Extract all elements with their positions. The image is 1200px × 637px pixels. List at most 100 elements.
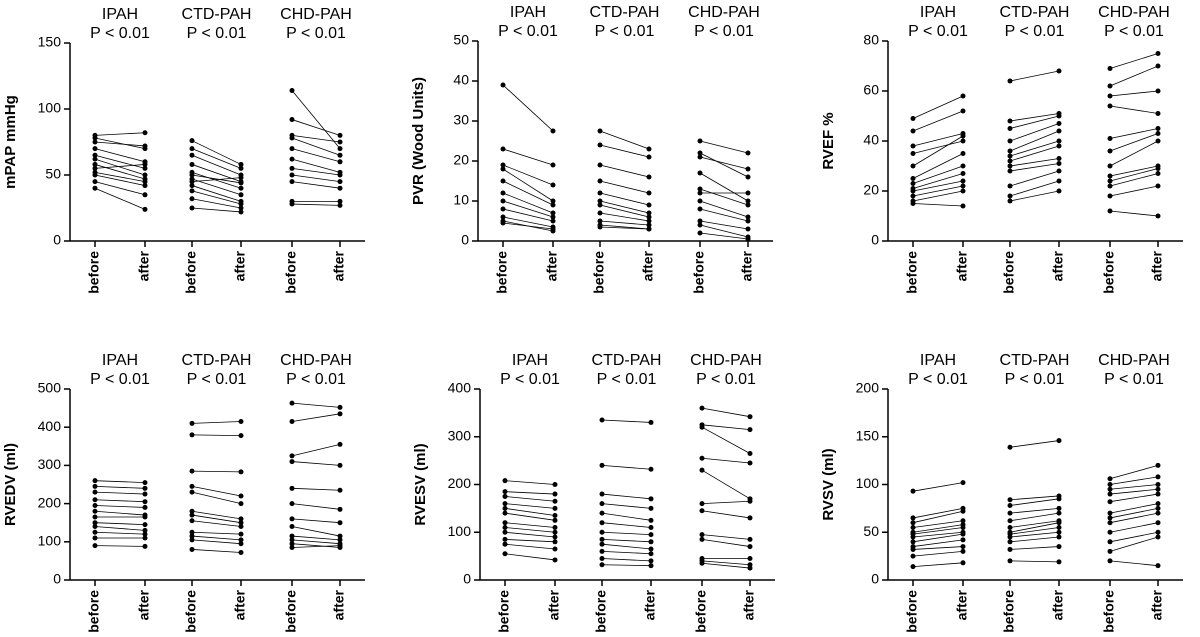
point-after (1056, 113, 1062, 119)
pair-line (504, 531, 556, 538)
pair-line (699, 172, 749, 202)
point-before (1107, 491, 1113, 497)
point-before (92, 135, 98, 141)
point-before (910, 193, 916, 199)
point-before (910, 546, 916, 552)
pair-line (94, 137, 146, 149)
point-after (337, 533, 343, 539)
point-after (1056, 128, 1062, 134)
point-after (745, 218, 751, 224)
y-axis-label: PVR (Wood Units) (410, 77, 427, 205)
point-after (142, 522, 148, 528)
pair-line (94, 164, 146, 169)
pair-line (1109, 476, 1159, 485)
y-tick-label: 50 (453, 32, 469, 48)
point-after (745, 226, 751, 232)
point-after (337, 487, 343, 493)
point-after (960, 480, 966, 486)
p-value: P < 0.01 (500, 371, 560, 388)
point-before (599, 491, 605, 497)
point-before (599, 510, 605, 516)
point-before (1107, 539, 1113, 545)
point-after (142, 527, 148, 533)
pair-line (912, 173, 964, 189)
y-tick-label: 100 (448, 523, 472, 539)
point-before (189, 152, 195, 158)
point-before (699, 532, 705, 538)
point-after (1155, 482, 1161, 487)
point-after (960, 524, 966, 530)
point-after (550, 182, 556, 188)
point-before (92, 508, 98, 514)
y-tick-label: 300 (448, 427, 472, 443)
pair-line (191, 174, 242, 184)
pair-line (1009, 498, 1060, 506)
point-before (289, 485, 295, 491)
point-after (1155, 166, 1161, 171)
point-after (1056, 138, 1062, 144)
pair-line (599, 144, 650, 158)
p-value: P < 0.01 (286, 371, 346, 388)
pair-line (699, 220, 749, 230)
point-before (189, 146, 195, 152)
point-before (1007, 78, 1013, 84)
pair-line (291, 174, 341, 182)
point-before (92, 161, 98, 167)
point-after (337, 543, 343, 549)
x-tick-label: before (494, 251, 510, 294)
point-after (552, 557, 558, 563)
x-tick-label: before (1001, 590, 1017, 633)
point-after (142, 535, 148, 541)
group-label: CTD-PAH (182, 6, 252, 23)
pair-line (291, 135, 341, 143)
p-value: P < 0.01 (187, 25, 247, 42)
pair-line (699, 200, 749, 218)
point-before (699, 467, 705, 473)
point-before (289, 524, 295, 530)
point-before (502, 489, 508, 495)
pair-line (94, 174, 146, 186)
point-after (1155, 520, 1161, 526)
y-tick-label: 150 (856, 427, 880, 443)
point-before (1007, 539, 1013, 545)
pair-line (912, 135, 964, 167)
point-after (960, 163, 966, 169)
point-before (597, 198, 603, 204)
pair-line (601, 493, 652, 500)
point-before (1007, 198, 1013, 204)
point-after (238, 418, 244, 424)
y-tick-label: 0 (871, 232, 879, 248)
point-after (142, 192, 148, 198)
x-tick-label: before (693, 590, 709, 633)
point-after (238, 433, 244, 439)
point-before (1007, 163, 1013, 169)
y-tick-label: 20 (453, 152, 469, 168)
point-after (1056, 529, 1062, 535)
point-before (1107, 515, 1113, 521)
point-after (142, 165, 148, 171)
point-after (960, 93, 966, 99)
point-after (646, 218, 652, 224)
pair-line (191, 207, 242, 213)
point-before (699, 508, 705, 514)
point-before (1007, 126, 1013, 131)
point-before (92, 483, 98, 489)
pair-line (699, 156, 749, 170)
pair-line (1109, 522, 1159, 533)
y-axis-label: RVSV (ml) (820, 448, 837, 520)
group-label: IPAH (920, 4, 956, 21)
pair-line (502, 148, 554, 166)
point-before (92, 156, 98, 162)
pair-line (1009, 145, 1060, 162)
pair-line (94, 164, 146, 180)
point-after (142, 183, 148, 189)
pair-line (502, 192, 554, 214)
pair-line (601, 550, 652, 555)
point-after (646, 146, 652, 152)
point-before (289, 201, 295, 207)
point-after (337, 441, 343, 447)
pair-line (701, 534, 751, 540)
point-after (1155, 126, 1161, 131)
point-after (337, 172, 343, 178)
